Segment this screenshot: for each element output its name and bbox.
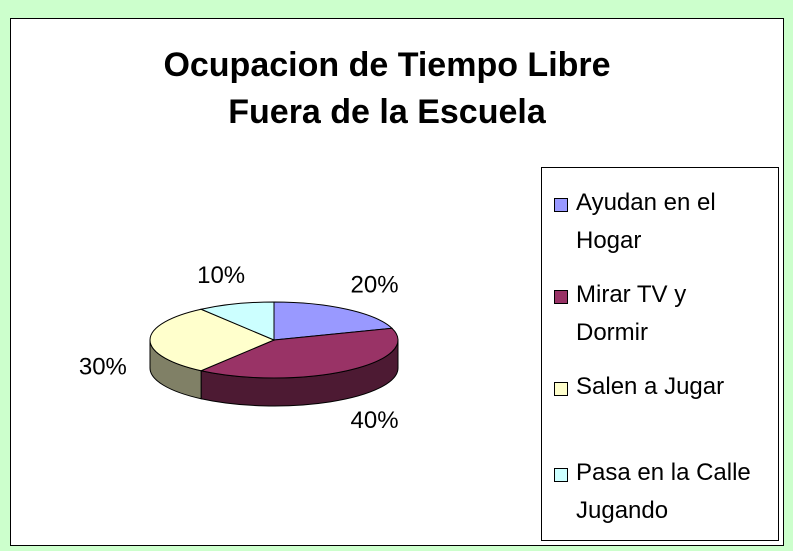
legend-label: Mirar TV y Dormir bbox=[576, 281, 687, 346]
data-label: 30% bbox=[79, 353, 127, 380]
legend-swatch bbox=[554, 290, 568, 304]
chart-title: Ocupacion de Tiempo Libre Fuera de la Es… bbox=[163, 46, 611, 131]
legend-label: Pasa en la Calle Jugando bbox=[576, 459, 751, 524]
data-label: 40% bbox=[351, 407, 399, 434]
pie-slice bbox=[273, 301, 394, 341]
legend-swatch bbox=[554, 382, 568, 396]
legend: Ayudan en el Hogar Mirar TV y Dormir Salen… bbox=[541, 167, 779, 541]
legend-label: Salen a Jugar bbox=[576, 373, 725, 400]
pie-slice bbox=[199, 301, 275, 341]
pie-slice bbox=[199, 327, 399, 379]
legend-label: Ayudan en el Hogar bbox=[576, 189, 716, 254]
data-label: 20% bbox=[351, 272, 399, 299]
pie-slice bbox=[149, 308, 276, 372]
legend-swatch bbox=[554, 198, 568, 212]
data-label: 10% bbox=[197, 262, 245, 289]
legend-swatch bbox=[554, 468, 568, 482]
